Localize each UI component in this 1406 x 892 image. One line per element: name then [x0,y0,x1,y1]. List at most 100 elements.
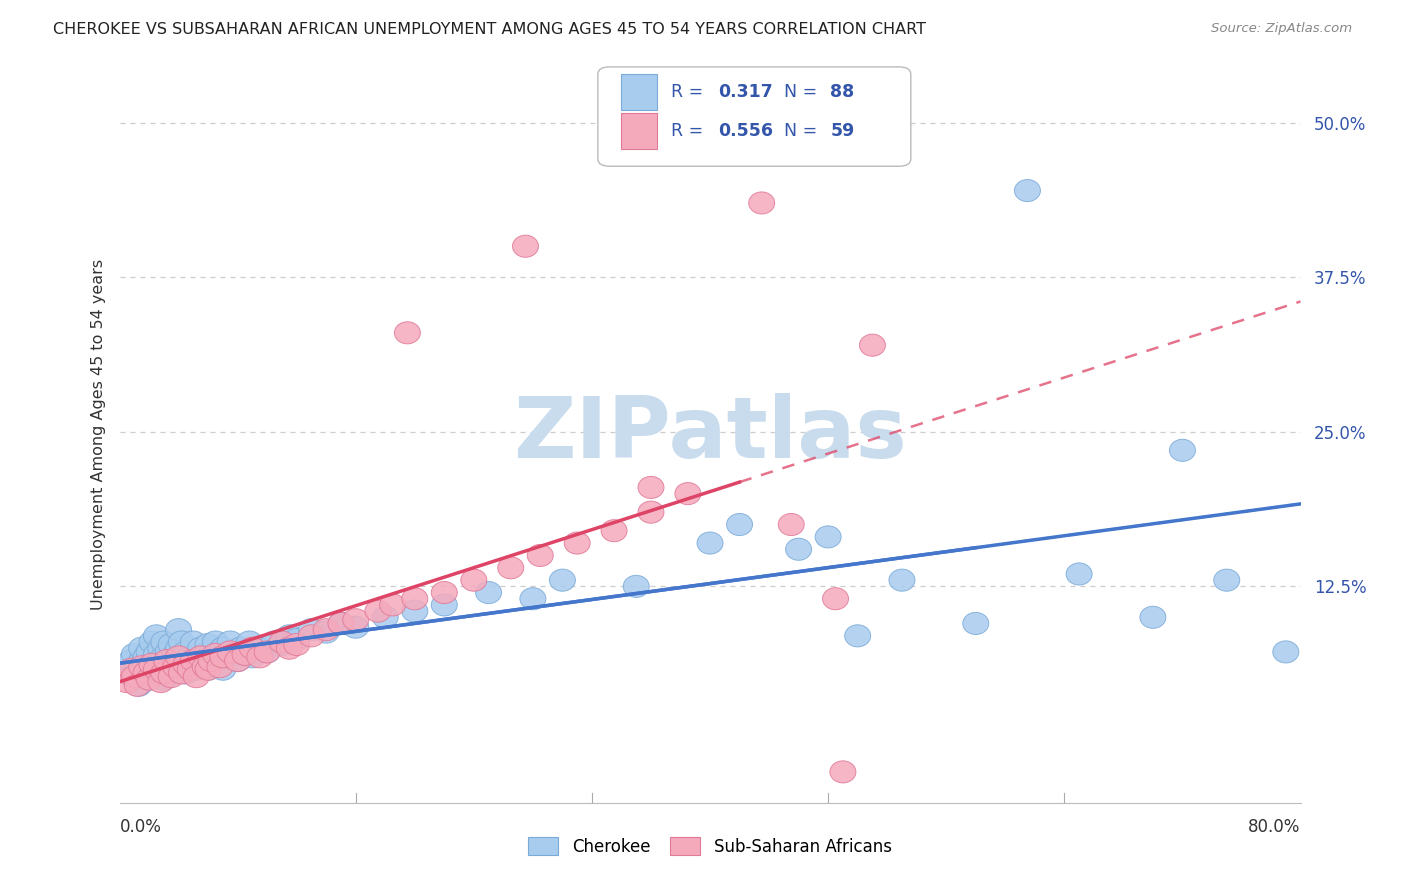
Ellipse shape [247,637,273,659]
Ellipse shape [121,668,148,690]
Ellipse shape [183,665,209,688]
Ellipse shape [193,656,218,678]
Ellipse shape [143,643,169,665]
Ellipse shape [163,643,188,665]
Text: 0.317: 0.317 [718,83,773,101]
Ellipse shape [125,674,152,697]
Ellipse shape [188,649,214,672]
Ellipse shape [118,649,145,672]
Ellipse shape [1066,563,1092,585]
Ellipse shape [166,646,191,668]
Ellipse shape [166,619,191,640]
Ellipse shape [225,649,250,672]
Ellipse shape [277,637,302,659]
Ellipse shape [150,631,177,653]
Ellipse shape [159,653,184,675]
Ellipse shape [239,646,266,668]
Ellipse shape [1170,439,1195,461]
Ellipse shape [180,631,207,653]
Text: CHEROKEE VS SUBSAHARAN AFRICAN UNEMPLOYMENT AMONG AGES 45 TO 54 YEARS CORRELATIO: CHEROKEE VS SUBSAHARAN AFRICAN UNEMPLOYM… [53,22,927,37]
Ellipse shape [218,631,243,653]
Ellipse shape [124,674,150,697]
Ellipse shape [232,643,257,665]
Ellipse shape [498,557,523,579]
Text: N =: N = [785,122,823,140]
Bar [621,113,657,149]
Ellipse shape [207,640,233,663]
Ellipse shape [136,668,162,690]
Ellipse shape [823,588,848,610]
Ellipse shape [859,334,886,356]
Ellipse shape [845,624,870,647]
Ellipse shape [395,322,420,343]
Ellipse shape [121,643,148,665]
Ellipse shape [121,665,148,688]
Ellipse shape [461,569,486,591]
Ellipse shape [513,235,538,257]
Ellipse shape [134,646,159,668]
Ellipse shape [180,656,207,678]
Ellipse shape [1213,569,1240,591]
Ellipse shape [148,649,174,672]
Ellipse shape [169,649,194,672]
Text: R =: R = [671,83,709,101]
Text: 80.0%: 80.0% [1249,818,1301,836]
Ellipse shape [209,646,236,668]
Ellipse shape [143,658,169,681]
Ellipse shape [166,637,191,659]
Ellipse shape [1140,607,1166,628]
Ellipse shape [638,476,664,499]
Ellipse shape [150,662,177,684]
Ellipse shape [169,662,194,684]
Y-axis label: Unemployment Among Ages 45 to 54 years: Unemployment Among Ages 45 to 54 years [90,260,105,610]
Ellipse shape [143,624,169,647]
Ellipse shape [1015,179,1040,202]
Ellipse shape [218,640,243,663]
Ellipse shape [173,640,198,663]
Ellipse shape [193,643,218,665]
Text: ZIPatlas: ZIPatlas [513,393,907,476]
Ellipse shape [247,646,273,668]
Ellipse shape [169,631,194,653]
Ellipse shape [180,649,207,672]
Ellipse shape [269,633,295,656]
Ellipse shape [343,616,368,638]
Ellipse shape [136,668,162,690]
Ellipse shape [150,668,177,690]
Ellipse shape [150,646,177,668]
Ellipse shape [163,662,188,684]
Ellipse shape [129,649,155,672]
Ellipse shape [188,646,214,668]
Ellipse shape [136,640,162,663]
Ellipse shape [159,633,184,656]
Ellipse shape [177,658,204,681]
Ellipse shape [195,658,221,681]
Ellipse shape [209,658,236,681]
Ellipse shape [779,514,804,535]
Ellipse shape [314,621,339,643]
Ellipse shape [183,658,209,681]
Ellipse shape [402,600,427,622]
Text: 88: 88 [831,83,855,101]
Ellipse shape [166,656,191,678]
Ellipse shape [202,656,228,678]
Ellipse shape [314,619,339,640]
Ellipse shape [114,671,139,692]
Ellipse shape [269,631,295,653]
Ellipse shape [148,637,174,659]
Ellipse shape [623,575,650,598]
Ellipse shape [638,501,664,524]
Ellipse shape [786,538,811,560]
Text: 59: 59 [831,122,855,140]
Ellipse shape [963,613,988,634]
Ellipse shape [207,656,233,678]
Text: Source: ZipAtlas.com: Source: ZipAtlas.com [1212,22,1353,36]
Ellipse shape [143,662,169,684]
Ellipse shape [118,658,145,681]
Ellipse shape [239,637,266,659]
Ellipse shape [343,608,368,631]
Ellipse shape [195,658,221,681]
Ellipse shape [139,656,165,678]
Ellipse shape [328,613,354,634]
Ellipse shape [749,192,775,214]
